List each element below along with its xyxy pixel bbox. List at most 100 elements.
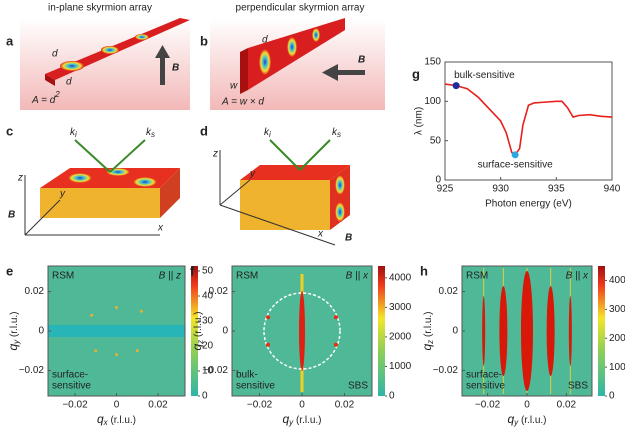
colorbar-tick-label: 30: [202, 316, 214, 327]
panel-letter: e: [6, 263, 13, 278]
annotation: RSM: [466, 271, 488, 282]
colorbar-tick-label: 0: [609, 391, 615, 402]
ks-label: ks: [332, 127, 341, 139]
floor: [210, 18, 385, 110]
scattered-beam: [109, 139, 146, 173]
x-axis-label: Photon energy (eV): [485, 199, 572, 210]
axis-y: y: [59, 189, 66, 200]
plot-frame: [444, 61, 613, 181]
colorbar-tick-label: 1000: [389, 361, 412, 372]
marker: [511, 151, 519, 159]
colorbar-tick-label: 2000: [389, 332, 412, 343]
area-sup: 2: [54, 90, 60, 99]
area-label: A = w × d: [221, 97, 264, 108]
subscript: y: [288, 418, 294, 427]
colorbar-tick-label: 3000: [389, 302, 412, 313]
ki-label: ki: [70, 127, 77, 139]
symbol: q: [420, 344, 434, 351]
y-tick-label: 100: [424, 96, 441, 107]
annotation: SBS: [568, 381, 588, 392]
marker: [452, 82, 460, 90]
block-front: [40, 188, 160, 218]
colorbar: [378, 266, 385, 396]
panel-letter: h: [420, 263, 428, 278]
y-tick-label: 0: [452, 326, 458, 337]
colorbar-tick-label: 20: [202, 341, 214, 352]
marker-label: surface-sensitive: [478, 159, 553, 170]
colorbar-tick-label: 0: [389, 391, 395, 402]
x-label: qx (r.l.u.): [97, 412, 136, 427]
y-tick-label: 50: [430, 135, 442, 146]
incident-beam: [74, 139, 111, 173]
y-axis-label: λ (nm): [414, 107, 425, 135]
peak: [333, 342, 338, 347]
band: [48, 325, 185, 337]
symbol: q: [97, 412, 104, 426]
annotation: sensitive: [236, 381, 275, 392]
peak: [266, 342, 271, 347]
field-arrow: [155, 45, 170, 58]
ks-label: ks: [146, 127, 155, 139]
subscript: z: [196, 340, 205, 345]
field-label: B: [358, 55, 365, 66]
floor: [20, 18, 190, 110]
axis-z: z: [17, 173, 23, 184]
x-tick-label: 0: [299, 400, 305, 411]
colorbar-tick-label: 3000: [609, 304, 625, 315]
unit: (r.l.u.): [423, 311, 434, 339]
peak: [115, 305, 118, 309]
annotation: bulk-: [236, 370, 258, 381]
x-label: qy (r.l.u.): [282, 412, 321, 427]
skyrmion: [68, 173, 92, 183]
skyrmion: [335, 202, 345, 222]
d-label: d: [262, 35, 268, 46]
colorbar-tick-label: 4000: [609, 275, 625, 286]
streak: [568, 296, 572, 366]
line: [444, 83, 613, 156]
peak: [333, 315, 338, 320]
d-label: d: [66, 77, 72, 88]
x-tick-label: 0.02: [557, 400, 577, 411]
unit: (r.l.u.): [193, 311, 204, 339]
sub: s: [337, 130, 341, 139]
panel-letter: b: [200, 33, 208, 48]
streak: [521, 271, 533, 391]
skyrmion: [60, 61, 84, 71]
annotation: B || x: [346, 271, 369, 282]
area: A = d: [31, 95, 56, 106]
y-tick-label: 0: [222, 326, 228, 337]
y-tick-label: −0.02: [19, 365, 45, 376]
annotation: surface-: [466, 370, 502, 381]
colorbar-tick-label: 50: [202, 266, 214, 277]
unit: (r.l.u.): [518, 415, 546, 426]
sub: s: [151, 130, 155, 139]
annotation: RSM: [236, 271, 258, 282]
panel-letter: c: [6, 123, 13, 138]
y-tick-label: 0.02: [25, 286, 45, 297]
d-label: d: [52, 49, 58, 60]
panel-d: d ki ks z y x B: [200, 123, 352, 246]
colorbar-tick-label: 1000: [609, 362, 625, 373]
x-tick-label: 935: [548, 184, 565, 195]
panel-letter: a: [6, 33, 14, 48]
colorbar-tick-label: 2000: [609, 333, 625, 344]
field-arrow: [335, 70, 365, 75]
streak: [546, 286, 555, 376]
skyrmion: [312, 28, 320, 42]
axis-x: x: [317, 229, 324, 240]
skyrmion: [259, 49, 271, 75]
x-tick-label: −0.02: [62, 400, 88, 411]
symbol: q: [507, 412, 514, 426]
y-tick-label: 0.02: [209, 286, 229, 297]
y-tick-label: 150: [424, 57, 441, 68]
sub: i: [269, 130, 271, 139]
colorbar: [191, 266, 198, 396]
block-side: [160, 168, 180, 218]
unit: (r.l.u.): [293, 415, 321, 426]
k: k: [264, 127, 270, 138]
incident-beam: [269, 139, 301, 171]
annotation: RSM: [52, 271, 74, 282]
sub: i: [75, 130, 77, 139]
colorbar-tick-label: 40: [202, 291, 214, 302]
field-arrow: [160, 55, 165, 85]
